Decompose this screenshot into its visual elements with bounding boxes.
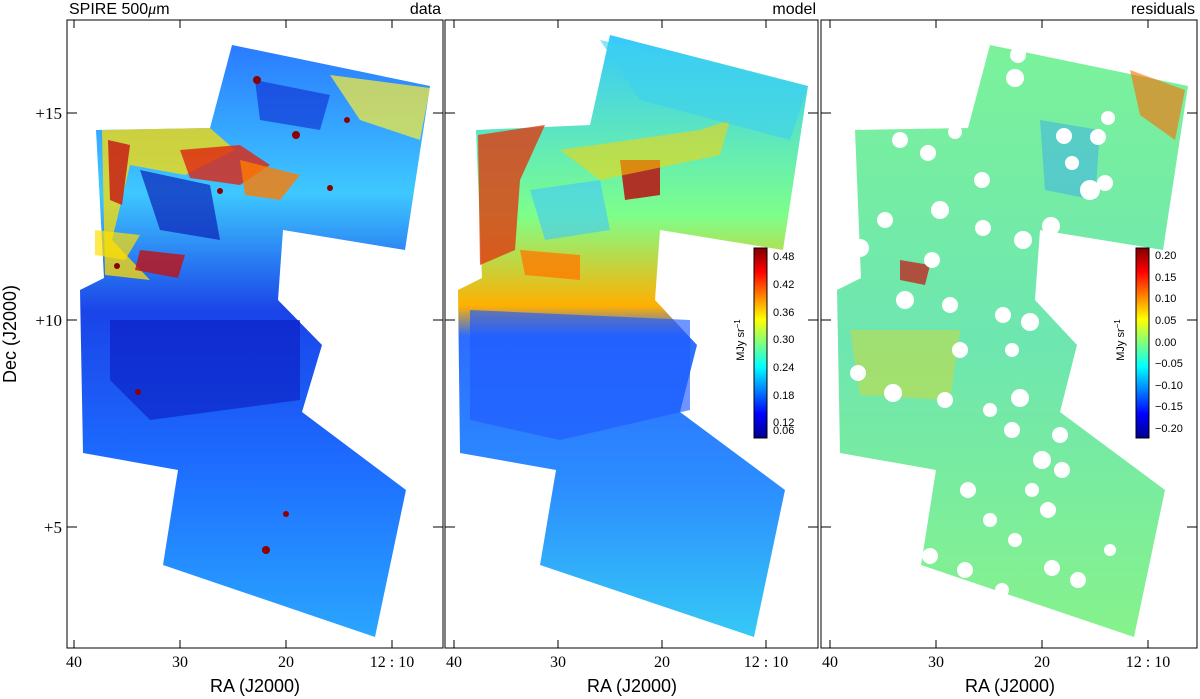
panel-title-residuals: residuals [1131, 1, 1195, 18]
x-axis-data: 40 30 20 12 : 10 RA (J2000) [66, 654, 414, 696]
colorbar-residuals-label: MJy sr−1 [1113, 319, 1128, 361]
colorbar-tick: −0.20 [1155, 423, 1183, 435]
colorbar-tick: 0.00 [1155, 337, 1176, 349]
colorbar-tick: −0.10 [1155, 380, 1183, 392]
colorbar-tick: 0.36 [773, 307, 794, 319]
x-tick-label: 30 [550, 654, 566, 671]
x-tick-label: 20 [1034, 654, 1050, 671]
x-tick-label: 20 [654, 654, 670, 671]
colorbar-tick: 0.48 [773, 251, 794, 263]
data-map-image [80, 45, 430, 637]
colorbar-tick: 0.42 [773, 279, 794, 291]
colorbar-tick: 0.06 [773, 425, 794, 437]
residuals-map-image [837, 45, 1188, 637]
x-tick-label: 30 [928, 654, 944, 671]
x-tick-label: 30 [172, 654, 188, 671]
x-tick-label: 40 [446, 654, 462, 671]
colorbar-tick: 0.18 [773, 390, 794, 402]
colorbar-tick: −0.05 [1155, 358, 1183, 370]
x-tick-label: 12 : 10 [744, 654, 788, 671]
colorbar-tick: 0.12 [773, 417, 794, 429]
x-tick-label: 40 [66, 654, 82, 671]
colorbar-tick: 0.15 [1155, 272, 1176, 284]
y-tick-label: +10 [35, 311, 62, 330]
colorbar-tick: 0.30 [773, 334, 794, 346]
x-axis-title: RA (J2000) [965, 676, 1055, 696]
colorbar-tick: 0.24 [773, 362, 794, 374]
x-axis-title: RA (J2000) [210, 676, 300, 696]
y-tick-label: +15 [35, 104, 62, 123]
x-tick-label: 20 [278, 654, 294, 671]
colorbar-residuals-scale [1135, 247, 1150, 439]
y-tick-label: +5 [44, 518, 62, 537]
y-ticks [67, 112, 1197, 528]
panel-title-data-instrument: SPIRE 500μm [69, 1, 170, 18]
x-ticks [73, 20, 1149, 648]
x-tick-label: 40 [822, 654, 838, 671]
colorbar-residuals: 0.20 0.15 0.10 0.05 0.00 −0.05 −0.10 −0.… [1113, 247, 1183, 439]
x-axis-residuals: 40 30 20 12 : 10 RA (J2000) [822, 654, 1170, 696]
colorbar-model-scale [753, 247, 768, 439]
panel-title-data: data [410, 1, 441, 18]
colorbar-tick: 0.10 [1155, 293, 1176, 305]
panel-title-model: model [772, 1, 816, 18]
x-tick-label: 12 : 10 [370, 654, 414, 671]
colorbar-model: 0.48 0.42 0.36 0.30 0.24 0.18 0.12 0.06 … [733, 247, 794, 439]
colorbar-tick: −0.15 [1155, 401, 1183, 413]
model-map-image [458, 35, 808, 637]
colorbar-tick: 0.20 [1155, 250, 1176, 262]
x-axis-title: RA (J2000) [587, 676, 677, 696]
x-axis-model: 40 30 20 12 : 10 RA (J2000) [446, 654, 788, 696]
y-axis: Dec (J2000) +15 +10 +5 [0, 104, 62, 537]
x-tick-label: 12 : 10 [1126, 654, 1170, 671]
colorbar-model-label: MJy sr−1 [733, 319, 748, 361]
y-axis-title: Dec (J2000) [0, 285, 20, 383]
colorbar-tick: 0.05 [1155, 315, 1176, 327]
